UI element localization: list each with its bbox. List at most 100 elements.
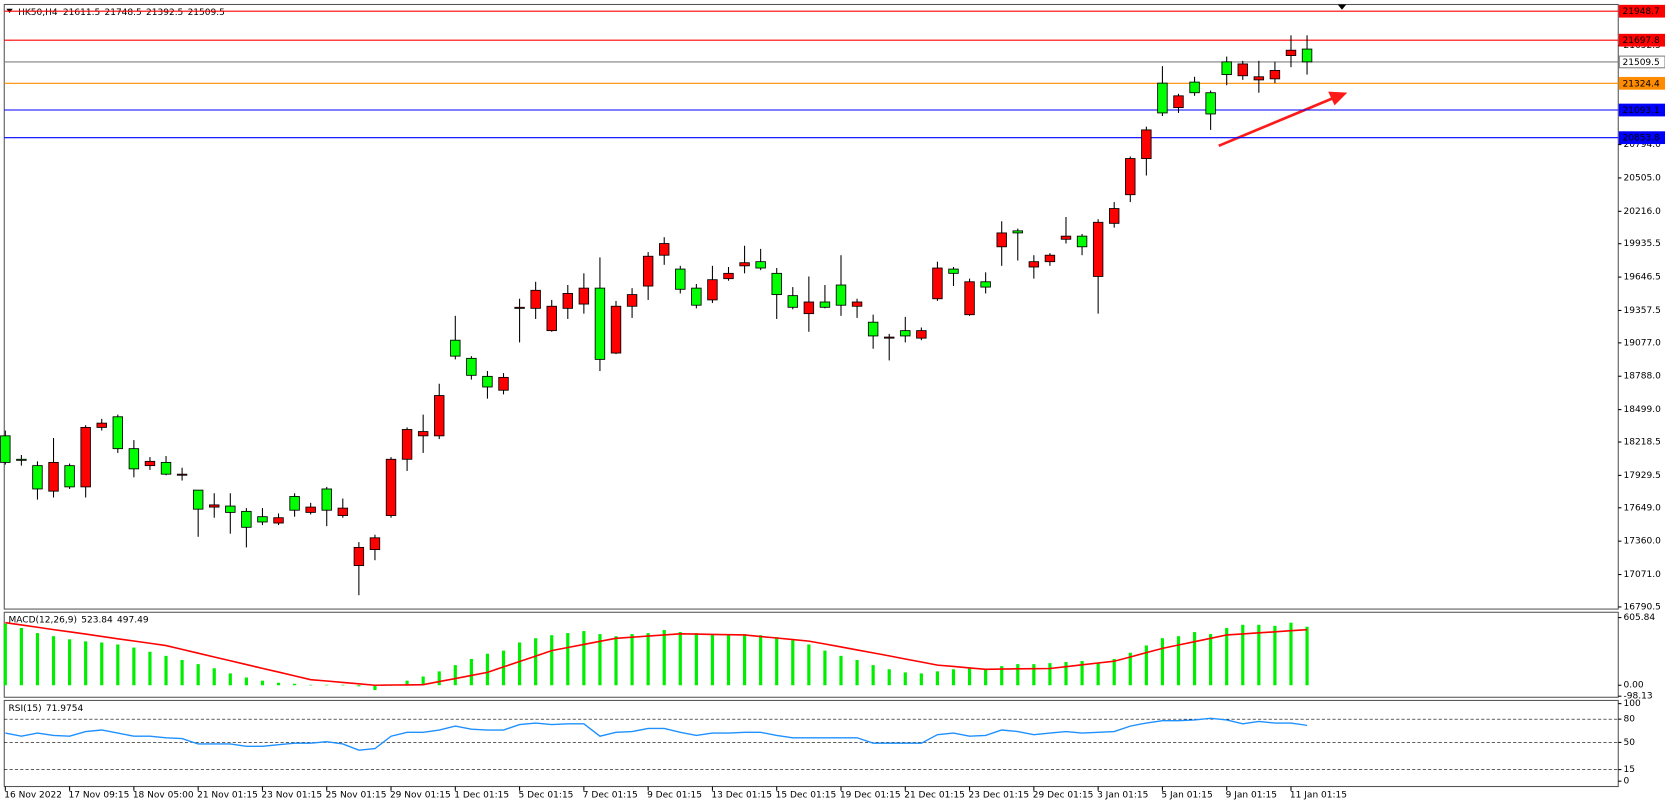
macd-bar [244,677,248,686]
macd-bar [148,651,152,686]
macd-bar [935,671,940,686]
macd-bar [550,635,554,686]
y-tick-label: 19935.5 [1624,239,1661,249]
candle-body [112,416,124,450]
x-tick-label: 11 Jan 01:15 [1290,791,1347,801]
candle-body [771,272,782,296]
level-label-box [1618,103,1665,117]
y-tick-label: 0 [1624,777,1630,787]
macd-bar [646,633,650,686]
candle-body [482,375,493,388]
macd-bar [1225,627,1229,686]
candle-body [257,516,268,523]
candle-body [932,267,943,300]
macd-bar [582,631,586,686]
y-tick-label: 100 [1624,699,1641,709]
macd-bar [1192,632,1197,686]
macd-bar [517,642,522,686]
candle-body [1269,70,1281,80]
macd-bar [694,633,698,686]
main-panel [3,3,1619,610]
macd-bar [1064,662,1068,686]
candle-body [369,537,381,551]
candle-body [498,376,509,391]
macd-bar [1176,636,1181,686]
candle-body [996,232,1007,248]
y-tick-label: 18218.5 [1624,438,1661,448]
candle-body [1028,261,1040,268]
macd-bar [68,639,72,686]
signal-line [5,621,1308,687]
level-label-box [1618,76,1665,90]
y-tick-label: 20216.0 [1624,207,1662,217]
macd-bar [405,680,409,686]
x-tick-label: 16 Nov 2022 [4,791,62,801]
macd-bar [357,685,361,687]
y-tick-label: 20794.0 [1624,140,1662,150]
macd-bar [630,634,634,686]
candle-body [160,461,172,475]
candle-body [1285,49,1297,56]
candle-body [1205,92,1216,115]
level-label: 20853.8 [1622,134,1660,144]
candle-body [835,284,847,306]
candle-body [546,305,557,332]
level-label-box [1618,131,1665,145]
x-tick-label: 21 Dec 01:15 [904,791,965,801]
candle-body [884,336,895,339]
candle-body [192,489,204,510]
y-tick-label: 17649.0 [1624,503,1662,513]
macd-bar [3,623,7,686]
candle-body [1221,61,1232,76]
candle-body [964,281,975,316]
header-close: 21509.5 [188,7,225,17]
candle-body [755,261,766,269]
macd-bar [598,634,602,686]
y-tick-label: 17360.0 [1624,537,1662,547]
candle-body [1157,82,1168,114]
macd-value: 523.84 [81,615,113,625]
candle-body [321,488,332,511]
macd-bar [421,676,425,686]
macd-bar [1112,658,1116,686]
macd-bar [453,665,457,686]
candle-body [417,431,429,437]
x-tick-label: 9 Dec 01:15 [647,791,702,801]
macd-bar [1016,664,1020,686]
candle-body [851,301,863,307]
macd-bar [1048,663,1052,686]
candle-body [1253,76,1265,81]
level-label: 21093.1 [1622,106,1659,116]
x-tick-label: 19 Dec 01:15 [840,791,901,801]
candle-body [819,301,831,308]
candle-body [16,458,27,461]
macd-bar [1032,664,1036,686]
macd-bar [1160,638,1165,686]
y-tick-label: 20505.0 [1624,173,1662,183]
candle-body [787,295,798,308]
rsi-title: RSI(15) [9,703,42,713]
macd-bar [469,658,473,686]
candle-body [241,510,252,528]
candle-body [80,426,91,488]
macd-bar [534,638,538,686]
macd-bar [1241,624,1245,686]
candle-body [867,321,879,337]
arrow-head [1328,91,1348,106]
macd-bar [791,640,795,686]
candle-body [1141,129,1152,159]
macd-bar [51,636,56,686]
macd-bar [839,655,843,686]
rsi-panel [3,699,1619,788]
candle-body [434,395,445,437]
candle-body [289,496,300,511]
x-tick-label: 23 Nov 01:15 [261,791,322,801]
candle-body [96,422,107,428]
macd-bar [19,627,23,686]
candle-body [385,458,397,516]
macd-bar [823,650,827,686]
level-label: 21948.7 [1622,7,1659,17]
candle-body [176,473,188,476]
